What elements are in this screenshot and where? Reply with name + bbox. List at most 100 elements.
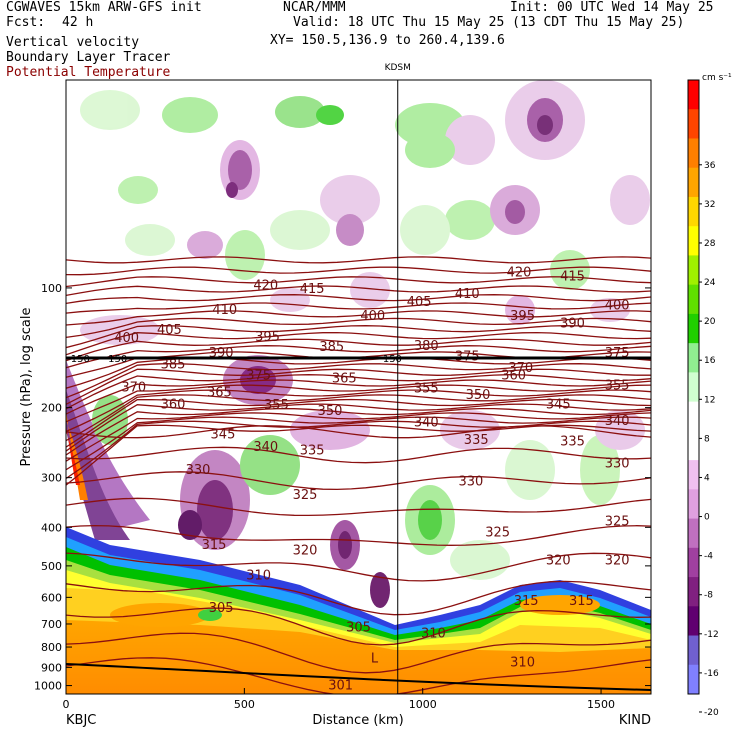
theta-label: 365 [332,372,357,387]
forecast-hour: 42 h [62,15,94,30]
theta-contour [66,379,651,415]
colorbar-swatch [688,430,699,461]
theta-contour [66,394,651,442]
theta-label: 310 [246,568,271,583]
theta-contour [66,285,651,297]
theta-label: 400 [114,331,139,346]
plot-area: 420 415 420 415 410 405 400 395 400 405 410 395 390 4… [66,80,651,694]
colorbar-swatch [688,401,699,432]
theta-label: 355 [264,398,289,413]
colorbar-swatch [688,138,699,169]
theta-label: 301 [328,679,353,694]
x-axis: 0 500 1000 1500 [63,688,615,711]
right-station-label: KIND [619,713,651,728]
theta-label: 355 [605,379,630,394]
colorbar-frame [687,79,700,695]
theta-contour [66,310,651,326]
y-tick-label: 100 [41,282,62,295]
theta-label: 420 [253,278,278,293]
y-tick-label: 200 [41,402,62,415]
theta-label: 325 [485,526,510,541]
colorbar-swatch [688,547,699,578]
colorbar-swatch [688,489,699,520]
theta-contour [66,276,651,288]
theta-contour [66,657,651,694]
y-axis: 100 200 300 400 500 600 700 800 900 1000 [34,282,651,693]
theta-contour [66,416,651,471]
theta-label: 335 [300,444,325,459]
x-tick-label: 1000 [409,698,437,711]
theta-label: 400 [360,309,385,324]
colorbar-swatch [688,226,699,256]
colorbar-tick-label: 24 [704,278,716,288]
theta-contour [66,363,651,399]
theta-label: 340 [414,416,439,431]
theta-contour [66,256,651,264]
cross-section-endpoints: XY= 150.5,136.9 to 260.4,139.6 [270,33,505,48]
colorbar-tick-label: -20 [704,708,719,718]
theta-contour [66,389,651,433]
colorbar-swatch [688,167,699,198]
theta-contour [66,374,651,410]
plot-frame [65,79,652,695]
colorbar-swatch [688,255,699,286]
colorbar-tick-label: -16 [704,669,719,679]
theta-contour [66,325,651,349]
theta-contour [66,384,651,423]
theta-contour [66,403,651,452]
organization: NCAR/MMM [283,0,346,15]
theta-label: 330 [605,457,630,472]
field-vertical-velocity: Vertical velocity [6,35,140,50]
theta-contour [66,424,651,486]
theta-label: 405 [407,295,432,310]
theta-contour [66,407,651,456]
theta-label: 305 [209,601,234,616]
colorbar-tick-label: 4 [704,473,710,483]
colorbar-tick-label: 36 [704,161,716,171]
theta-label: 325 [605,515,630,530]
theta-label: 310 [510,656,535,671]
theta-contour [66,497,651,517]
theta-label: 385 [319,340,344,355]
theta-label: L [371,652,379,667]
theta-label: 380 [414,339,439,354]
colorbar: 36 32 28 24 20 16 12 8 4 0 -4 -8 -12 -16 -20 [687,79,719,718]
field-boundary-layer-tracer: Boundary Layer Tracer [6,50,171,65]
colorbar-swatch [688,196,699,227]
model-title: CGWAVES 15km ARW-GFS init [6,0,202,15]
theta-contour [66,302,651,314]
theta-contour [66,446,651,464]
theta-label: 400 [605,298,630,313]
colorbar-tick-label: -8 [704,591,713,601]
y-tick-label: 500 [41,560,62,573]
theta-label: 365 [207,385,232,400]
y-axis-label: Pressure (hPa), log scale [19,308,34,467]
theta-label: 310 [421,626,446,641]
theta-label: 315 [569,594,594,609]
theta-contour [66,420,651,480]
theta-label: 360 [161,397,186,412]
theta-contour [66,338,651,362]
left-station-label: KBJC [66,713,96,728]
colorbar-tick-label: -4 [704,552,713,562]
theta-label: 320 [605,554,630,569]
theta-label: 410 [455,287,480,302]
colorbar-swatch [688,80,699,110]
colorbar-swatch [688,284,699,315]
marker-station-label: KDSM [385,63,411,73]
theta-label: 420 [507,266,532,281]
theta-label: 370 [121,381,146,396]
theta-contour [66,552,651,582]
theta-contour [66,345,651,369]
theta-label: 360 [501,368,526,383]
colorbar-swatch [688,577,699,607]
y-tick-label: 600 [41,591,62,604]
theta-label: 375 [246,368,271,383]
colorbar-tick-label: 32 [704,200,715,210]
theta-label: 345 [211,427,236,442]
tropopause-label: 150 [383,354,402,365]
theta-label: 330 [186,463,211,478]
theta-label: 410 [212,303,237,318]
colorbar-swatch [688,635,699,666]
